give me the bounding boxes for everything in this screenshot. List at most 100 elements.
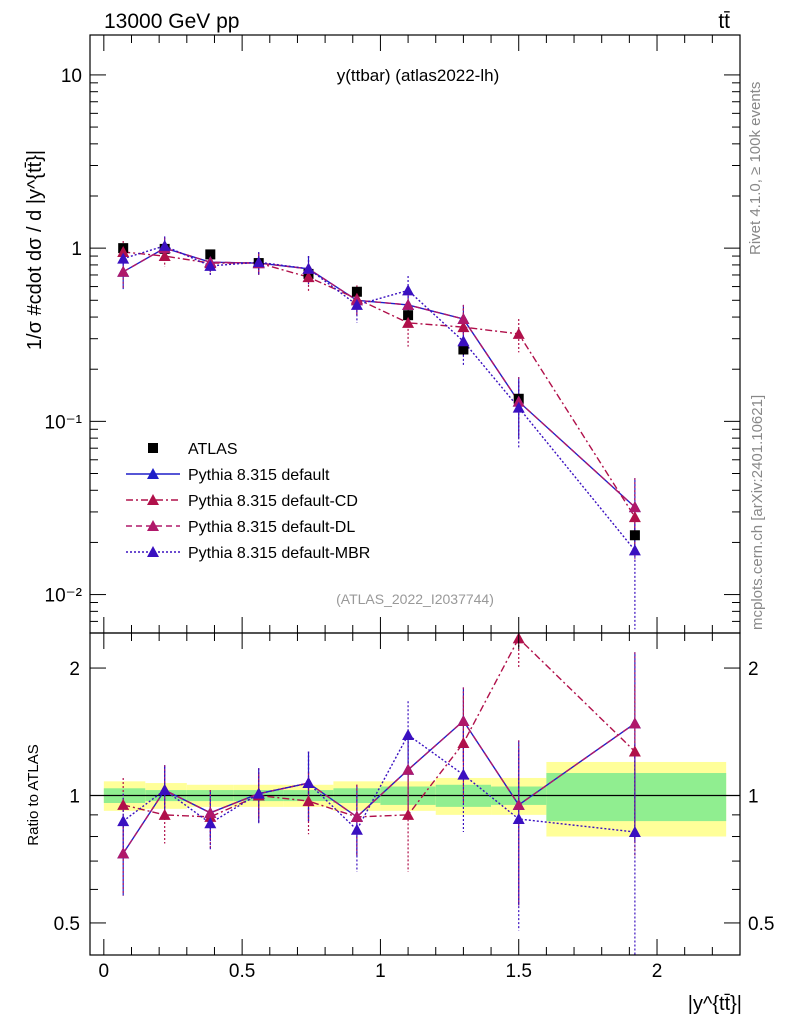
main-point-default_mbr xyxy=(158,239,171,251)
ratio-point-default_dl xyxy=(204,806,217,818)
main-y-tick-label: 10⁻¹ xyxy=(45,412,83,433)
rivet-label: Rivet 4.1.0, ≥ 100k events xyxy=(747,82,764,255)
ratio-y-ticks: 0.5 0.5 1 1 2 2 xyxy=(54,659,775,935)
ratio-y-label: Ratio to ATLAS xyxy=(25,744,42,845)
ratio-point-default_mbr xyxy=(158,784,171,796)
ratio-line-default_cd xyxy=(123,637,636,818)
legend-label-data: ATLAS xyxy=(188,441,238,458)
main-point-default_cd xyxy=(512,327,525,339)
legend-label-default: Pythia 8.315 default xyxy=(188,467,330,484)
ratio-point-default_dl xyxy=(402,763,415,775)
legend-label-default_mbr: Pythia 8.315 default-MBR xyxy=(188,545,370,562)
ratio-y-tick-label-right: 0.5 xyxy=(748,914,774,935)
main-point-data xyxy=(205,249,216,260)
ratio-point-default_mbr xyxy=(350,823,363,835)
main-title: y(ttbar) (atlas2022-lh) xyxy=(337,66,500,85)
ratio-point-default_cd xyxy=(457,737,470,749)
ratio-point-default_mbr xyxy=(117,815,130,827)
main-point-default_dl xyxy=(628,501,641,513)
ratio-y-tick-label-right: 2 xyxy=(748,659,759,680)
main-point-default_mbr xyxy=(512,401,525,413)
main-point-default_dl xyxy=(457,312,470,324)
main-line-default_cd xyxy=(123,251,636,518)
energy-label: 13000 GeV pp xyxy=(104,10,239,33)
ratio-x-tick-label: 1 xyxy=(375,961,386,982)
main-line-default_dl xyxy=(122,247,636,508)
ratio-point-default_cd xyxy=(158,808,171,820)
ratio-point-default_cd xyxy=(117,798,130,810)
main-point-default_mbr xyxy=(628,544,641,556)
main-point-default_cd xyxy=(302,271,315,283)
main-y-tick-label: 10⁻² xyxy=(45,586,83,607)
ratio-x-tick-label: 0.5 xyxy=(229,961,255,982)
main-point-data xyxy=(629,530,640,541)
ratio-point-default_mbr xyxy=(457,768,470,780)
main-point-default_dl xyxy=(512,395,525,407)
legend-marker-default_mbr xyxy=(147,546,159,557)
ratio-point-default_dl xyxy=(117,847,130,859)
main-point-data xyxy=(458,344,469,355)
legend-marker-default xyxy=(147,468,159,479)
process-label: tt̄ xyxy=(718,10,730,33)
ratio-point-default_mbr xyxy=(628,825,641,837)
ratio-y-tick-label: 2 xyxy=(69,659,80,680)
main-point-default_cd xyxy=(117,245,130,257)
ratio-y-tick-label: 1 xyxy=(69,786,80,807)
ratio-panel: 0.5 0.5 1 1 2 2 0 0.5 1 1.5 2 Ratio to ATLAS |y^{… xyxy=(25,632,774,1015)
legend-marker-data xyxy=(148,443,158,453)
main-point-default_mbr xyxy=(252,256,265,268)
ratio-point-default_mbr xyxy=(252,787,265,799)
mcplots-label: mcplots.cern.ch [arXiv:2401.10621] xyxy=(749,395,766,630)
ratio-line-default_mbr xyxy=(122,733,635,833)
ratio-point-default_cd xyxy=(302,795,315,807)
ratio-point-default_dl xyxy=(512,798,525,810)
main-point-default_dl xyxy=(402,298,415,310)
ratio-point-default_cd xyxy=(628,745,641,757)
ratio-point-default_cd xyxy=(402,808,415,820)
main-point-default_mbr xyxy=(350,298,363,310)
main-point-default_mbr xyxy=(302,262,315,274)
main-y-tick-label: 10 xyxy=(61,66,82,87)
main-y-ticks: 10 1 10⁻¹ 10⁻² xyxy=(45,35,740,634)
legend-label-default_cd: Pythia 8.315 default-CD xyxy=(188,493,358,510)
main-y-label: 1/σ #cdot dσ / d |y^{tt̄}| xyxy=(24,150,46,350)
ratio-point-default_dl xyxy=(457,714,470,726)
ratio-point-default_mbr xyxy=(402,728,415,740)
legend: ATLAS Pythia 8.315 default Pythia 8.315 de… xyxy=(126,441,370,562)
ratio-line-default_dl xyxy=(122,719,636,854)
ratio-point-default_dl xyxy=(350,810,363,822)
ratio-frame xyxy=(89,632,741,956)
ratio-point-default_dl xyxy=(628,717,641,729)
legend-label-default_dl: Pythia 8.315 default-DL xyxy=(188,519,355,536)
ratio-point-default_mbr xyxy=(302,777,315,789)
main-point-default_mbr xyxy=(117,252,130,264)
ratio-y-tick-label-right: 1 xyxy=(748,786,759,807)
main-plot-area xyxy=(117,236,641,630)
ratio-band-inner xyxy=(546,773,727,822)
main-point-default_cd xyxy=(628,511,641,523)
ratio-point-default_mbr xyxy=(204,817,217,829)
analysis-id: (ATLAS_2022_I2037744) xyxy=(336,591,494,607)
main-point-default_cd xyxy=(457,321,470,333)
ratio-x-tick-label: 1.5 xyxy=(506,961,532,982)
main-frame xyxy=(89,34,741,634)
main-point-data xyxy=(403,310,414,321)
main-point-default_dl xyxy=(117,265,130,277)
main-y-tick-label: 1 xyxy=(71,239,82,260)
ratio-plot-area xyxy=(90,632,740,955)
legend-marker-default_cd xyxy=(147,494,159,505)
main-point-default_mbr xyxy=(402,284,415,296)
main-point-data xyxy=(351,286,362,297)
x-axis-label: |y^{tt̄}| xyxy=(688,993,742,1015)
ratio-x-tick-label: 0 xyxy=(99,961,110,982)
main-point-default_mbr xyxy=(457,335,470,347)
legend-marker-default_dl xyxy=(147,520,159,531)
main-point-default_cd xyxy=(158,250,171,262)
ratio-x-tick-label: 2 xyxy=(652,961,663,982)
main-line-default_mbr xyxy=(122,245,636,551)
ratio-y-tick-label: 0.5 xyxy=(54,914,80,935)
main-point-default_mbr xyxy=(204,259,217,271)
ratio-x-ticks: 0 0.5 1 1.5 2 xyxy=(99,633,713,982)
main-point-default_cd xyxy=(402,316,415,328)
